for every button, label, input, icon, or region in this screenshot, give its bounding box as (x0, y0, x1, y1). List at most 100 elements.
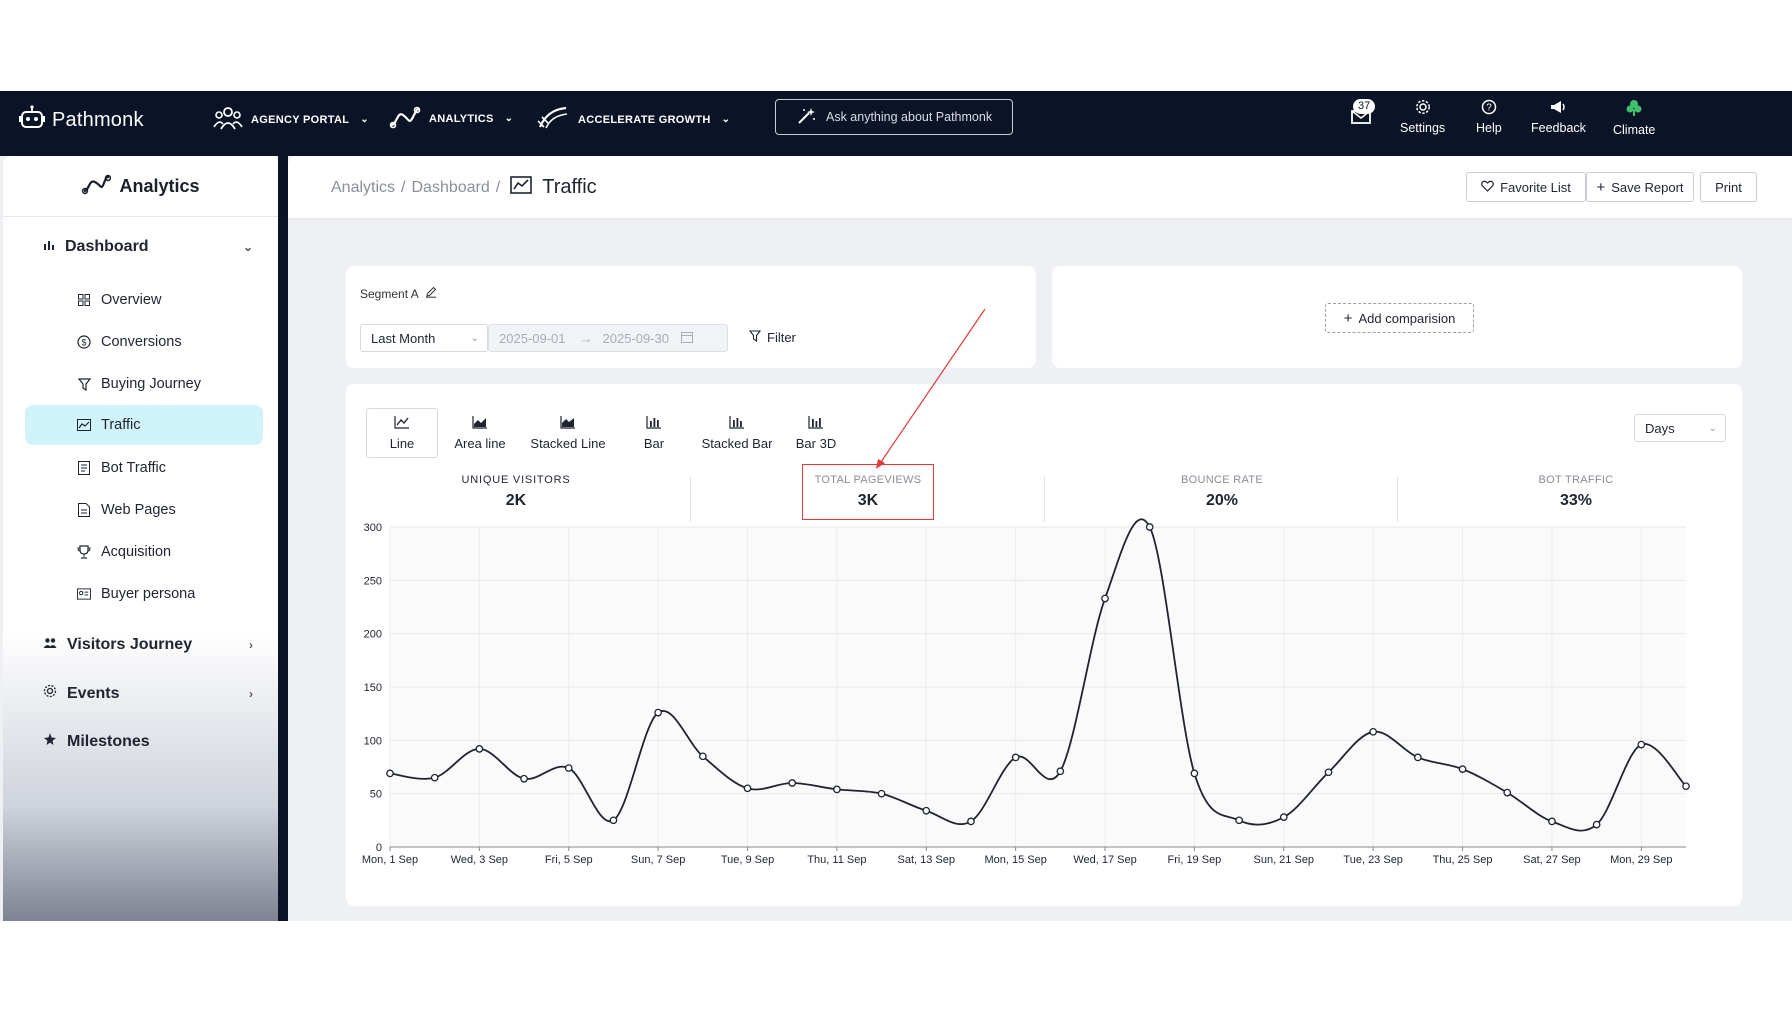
data-point (475, 745, 484, 753)
brand[interactable]: Pathmonk (18, 105, 144, 136)
nav-analytics-label: ANALYTICS (429, 112, 494, 125)
y-tick-label: 250 (364, 575, 382, 587)
plus-icon: + (1596, 178, 1606, 196)
sidebar-item-traffic[interactable]: Traffic (25, 405, 263, 445)
metric-label: BOUNCE RATE (1181, 474, 1263, 486)
granularity-value: Days (1645, 420, 1675, 436)
x-tick-label: Wed, 3 Sep (451, 854, 508, 866)
tab-stacked-bar[interactable]: Stacked Bar (692, 408, 782, 458)
stacked-area-icon (560, 415, 576, 432)
tab-bar-label: Bar (643, 436, 665, 451)
y-tick-label: 50 (370, 789, 382, 801)
chevron-down-icon: ⌄ (1708, 422, 1717, 434)
tab-area-line[interactable]: Area line (441, 408, 519, 458)
metric-bot-traffic[interactable]: BOT TRAFFIC 33% (1426, 474, 1726, 510)
favorite-list-button[interactable]: Favorite List (1466, 172, 1586, 202)
sidebar-item-label: Buyer persona (101, 586, 196, 602)
breadcrumb-dashboard[interactable]: Dashboard (411, 178, 490, 196)
chevron-down-icon: ⌄ (242, 240, 253, 254)
sidebar-item-acquisition[interactable]: Acquisition (25, 532, 263, 572)
chevron-down-icon: ⌄ (470, 332, 479, 344)
sidebar-item-web-pages[interactable]: Web Pages (25, 490, 263, 530)
sidebar-item-bot-traffic[interactable]: Bot Traffic (25, 448, 263, 488)
ask-input[interactable]: Ask anything about Pathmonk (775, 99, 1013, 135)
save-report-button[interactable]: + Save Report (1586, 172, 1694, 202)
page-icon (77, 503, 91, 517)
feedback-button[interactable]: Feedback (1531, 99, 1586, 135)
sidebar-item-conversions[interactable]: $ Conversions (25, 322, 263, 362)
sidebar-item-buying-journey[interactable]: Buying Journey (25, 364, 263, 404)
breadcrumb: Analytics / Dashboard / Traffic (331, 176, 597, 199)
metric-unique-visitors[interactable]: UNIQUE VISITORS 2K (366, 474, 666, 510)
x-tick-label: Sun, 21 Sep (1254, 854, 1315, 866)
bot-icon (77, 461, 91, 475)
tab-bar-3d-label: Bar 3D (795, 436, 837, 451)
metric-value: 2K (505, 492, 527, 509)
settings-label: Settings (1400, 121, 1446, 135)
print-button[interactable]: Print (1700, 172, 1757, 202)
page-title: Traffic (542, 176, 597, 198)
sidebar-title: Analytics (119, 175, 200, 196)
segment-label: Segment A (360, 286, 437, 301)
sidebar-group-events[interactable]: Events › (43, 684, 253, 703)
line-chart-icon (394, 415, 410, 432)
climate-button[interactable]: Climate (1613, 99, 1655, 137)
help-button[interactable]: ? Help (1476, 99, 1502, 135)
chevron-right-icon: › (249, 686, 253, 701)
sidebar-item-label: Conversions (101, 334, 182, 350)
nav-agency-portal-label: AGENCY PORTAL (251, 113, 350, 126)
id-card-icon (77, 587, 91, 601)
trend-chart-icon (510, 176, 533, 199)
data-point (1145, 523, 1154, 531)
granularity-select[interactable]: Days ⌄ (1634, 414, 1726, 442)
chart-card: Line Area line Stacked Line Bar Stacked … (346, 384, 1742, 906)
arrow-right-icon: → (579, 330, 593, 346)
filter-button[interactable]: Filter (748, 330, 796, 345)
sidebar-item-overview[interactable]: Overview (25, 280, 263, 320)
data-point (654, 708, 662, 717)
ask-placeholder: Ask anything about Pathmonk (826, 110, 993, 124)
tab-line[interactable]: Line (366, 408, 438, 458)
tab-stacked-line[interactable]: Stacked Line (518, 408, 618, 458)
y-tick-label: 100 (364, 735, 382, 747)
sidebar-group-visitors-journey[interactable]: Visitors Journey › (43, 636, 253, 654)
nav-analytics[interactable]: ANALYTICS ⌄ (389, 105, 513, 132)
funnel-icon (748, 330, 762, 345)
data-point (430, 773, 439, 782)
metric-label: TOTAL PAGEVIEWS (814, 474, 922, 486)
add-comparison-button[interactable]: + Add comparision (1325, 303, 1474, 333)
pencil-icon[interactable] (425, 286, 437, 301)
period-select[interactable]: Last Month ⌄ (360, 324, 488, 352)
metric-total-pageviews[interactable]: TOTAL PAGEVIEWS 3K (718, 474, 1018, 510)
start-date: 2025-09-01 (499, 330, 566, 346)
sidebar-group-milestones[interactable]: Milestones (43, 732, 253, 751)
nav-agency-portal[interactable]: AGENCY PORTAL ⌄ (213, 105, 369, 134)
x-tick-label: Fri, 5 Sep (545, 854, 593, 866)
settings-button[interactable]: Settings (1400, 99, 1445, 135)
data-point (788, 779, 797, 787)
sidebar-group-dashboard[interactable]: Dashboard ⌄ (43, 238, 253, 256)
nav-accelerate-growth[interactable]: ACCELERATE GROWTH ⌄ (536, 105, 730, 134)
magic-wand-icon (796, 107, 816, 128)
sidebar-item-label: Overview (101, 292, 162, 308)
data-point (1414, 753, 1422, 762)
date-range-picker[interactable]: 2025-09-01 → 2025-09-30 (488, 324, 728, 352)
breadcrumb-analytics[interactable]: Analytics (331, 178, 396, 196)
calendar-icon (681, 331, 693, 346)
save-report-label: Save Report (1611, 179, 1684, 195)
comparison-card: + Add comparision (1052, 266, 1742, 368)
gear-icon (1415, 99, 1431, 118)
tab-bar[interactable]: Bar (626, 408, 682, 458)
data-point (1235, 816, 1243, 825)
x-tick-label: Sat, 13 Sep (898, 854, 956, 866)
metric-divider (1044, 476, 1045, 522)
app-frame: Pathmonk AGENCY PORTAL ⌄ ANALYTICS ⌄ ACC… (0, 91, 1792, 921)
sidebar-item-buyer-persona[interactable]: Buyer persona (25, 574, 263, 614)
tab-stacked-bar-label: Stacked Bar (701, 436, 773, 451)
analytics-icon (389, 105, 421, 132)
tab-bar-3d[interactable]: Bar 3D (786, 408, 846, 458)
mail-count-badge: 37 (1353, 99, 1376, 114)
metric-bounce-rate[interactable]: BOUNCE RATE 20% (1072, 474, 1372, 510)
top-navigation: Pathmonk AGENCY PORTAL ⌄ ANALYTICS ⌄ ACC… (0, 91, 1792, 156)
y-tick-label: 300 (364, 522, 382, 534)
